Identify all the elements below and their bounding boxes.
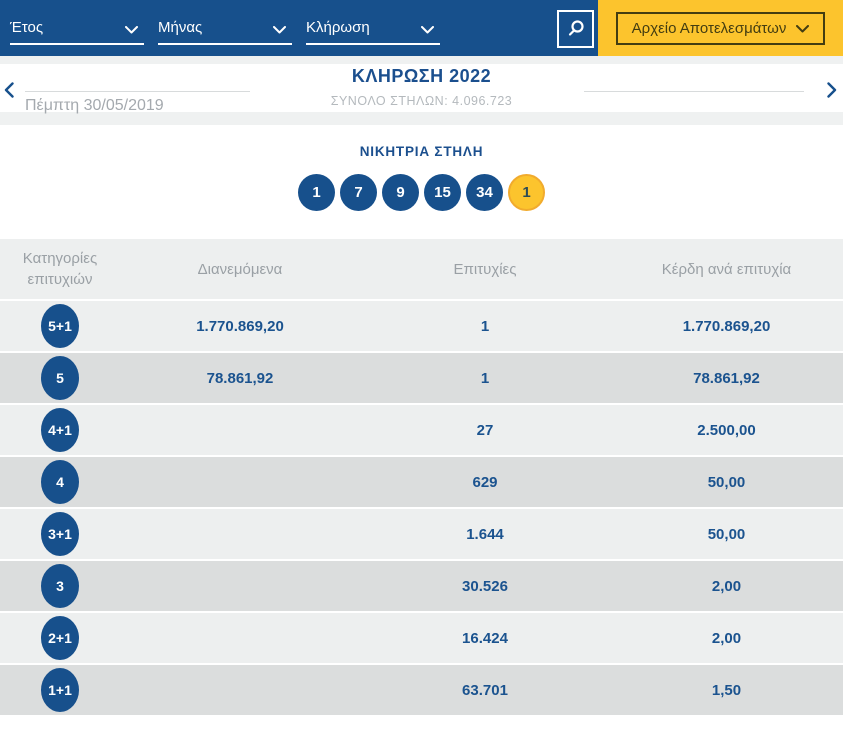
total-columns-label: ΣΥΝΟΛΟ ΣΤΗΛΩΝ: 4.096.723 (330, 94, 513, 108)
table-row: 4 629 50,00 (0, 457, 843, 509)
table-row: 1+1 63.701 1,50 (0, 665, 843, 717)
wins-cell: 27 (476, 421, 494, 439)
distributed-cell: 1.770.869,20 (196, 317, 284, 335)
per-win-cell: 1,50 (711, 681, 742, 699)
previous-draw-button[interactable] (2, 80, 16, 103)
per-win-cell: 50,00 (707, 473, 746, 491)
draw-header: Πέμπτη 30/05/2019 ΚΛΗΡΩΣΗ 2022 ΣΥΝΟΛΟ ΣΤ… (0, 56, 843, 125)
category-cell: 3 (0, 564, 120, 608)
per-win-cell: 78.861,92 (693, 369, 760, 387)
column-header-per-win: Κέρδη ανά επιτυχία (661, 260, 792, 278)
chevron-right-icon (827, 82, 837, 101)
column-header-wins: Επιτυχίες (453, 260, 517, 278)
column-header-distributed: Διανεμόμενα (197, 260, 283, 278)
category-cell: 2+1 (0, 616, 120, 660)
magnifier-icon (567, 19, 585, 40)
category-badge: 1+1 (41, 668, 79, 712)
category-cell: 3+1 (0, 512, 120, 556)
distributed-cell: 78.861,92 (206, 369, 274, 387)
year-dropdown[interactable]: Έτος (10, 11, 144, 45)
category-cell: 4+1 (0, 408, 120, 452)
category-cell: 4 (0, 460, 120, 504)
table-row: 4+1 27 2.500,00 (0, 405, 843, 457)
category-badge: 3 (41, 564, 79, 608)
month-dropdown-label: Μήνας (158, 18, 203, 36)
wins-cell: 63.701 (462, 681, 508, 699)
winning-column-title: ΝΙΚΗΤΡΙΑ ΣΤΗΛΗ (359, 144, 484, 159)
divider-line (25, 91, 250, 92)
filter-bar: Έτος Μήνας Κλήρωση Αρχείο Απο (0, 0, 843, 56)
table-row: 5 78.861,92 1 78.861,92 (0, 353, 843, 405)
number-ball: 7 (340, 174, 377, 211)
table-header-row: Κατηγορίες επιτυχιών Διανεμόμενα Επιτυχί… (0, 239, 843, 301)
category-badge: 3+1 (41, 512, 79, 556)
draw-title-block: ΚΛΗΡΩΣΗ 2022 ΣΥΝΟΛΟ ΣΤΗΛΩΝ: 4.096.723 (331, 66, 513, 108)
draw-dropdown[interactable]: Κλήρωση (306, 11, 440, 45)
filter-dropdowns: Έτος Μήνας Κλήρωση (0, 0, 454, 56)
table-row: 3 30.526 2,00 (0, 561, 843, 613)
table-body: 5+1 1.770.869,20 1 1.770.869,20 5 78.861,92 1 7… (0, 301, 843, 717)
number-ball: 1 (298, 174, 335, 211)
winning-column-section: ΝΙΚΗΤΡΙΑ ΣΤΗΛΗ 1 7 9 15 34 1 (0, 125, 843, 239)
category-badge: 2+1 (41, 616, 79, 660)
chevron-down-icon (421, 21, 434, 38)
results-table: Κατηγορίες επιτυχιών Διανεμόμενα Επιτυχί… (0, 239, 843, 717)
category-badge: 4+1 (41, 408, 79, 452)
number-ball: 34 (466, 174, 503, 211)
per-win-cell: 2,00 (711, 577, 742, 595)
per-win-cell: 1.770.869,20 (682, 317, 771, 335)
per-win-cell: 2.500,00 (697, 421, 756, 439)
wins-cell: 1 (480, 317, 490, 335)
table-row: 2+1 16.424 2,00 (0, 613, 843, 665)
chevron-down-icon (125, 21, 138, 38)
wins-cell: 629 (472, 473, 498, 491)
draw-date: Πέμπτη 30/05/2019 (25, 97, 164, 114)
category-badge: 4 (41, 460, 79, 504)
draw-dropdown-label: Κλήρωση (306, 18, 370, 36)
category-cell: 5+1 (0, 304, 120, 348)
results-archive-button[interactable]: Αρχείο Αποτελεσμάτων (615, 11, 826, 45)
category-cell: 1+1 (0, 668, 120, 712)
wins-cell: 1.644 (466, 525, 504, 543)
number-ball: 9 (382, 174, 419, 211)
chevron-left-icon (4, 82, 14, 101)
column-header-categories: Κατηγορίες επιτυχιών (22, 250, 98, 288)
next-draw-button[interactable] (825, 80, 839, 103)
table-row: 3+1 1.644 50,00 (0, 509, 843, 561)
per-win-cell: 2,00 (711, 629, 742, 647)
draw-title: ΚΛΗΡΩΣΗ 2022 (351, 66, 492, 86)
divider-line (584, 91, 804, 92)
wins-cell: 1 (480, 369, 490, 387)
month-dropdown[interactable]: Μήνας (158, 11, 292, 45)
search-button[interactable] (557, 10, 594, 48)
category-cell: 5 (0, 356, 120, 400)
joker-number-ball: 1 (508, 174, 545, 211)
year-dropdown-label: Έτος (10, 18, 44, 36)
chevron-down-icon (273, 21, 286, 38)
wins-cell: 30.526 (462, 577, 508, 595)
chevron-down-icon (796, 20, 810, 37)
table-row: 5+1 1.770.869,20 1 1.770.869,20 (0, 301, 843, 353)
winning-numbers: 1 7 9 15 34 1 (0, 174, 843, 211)
category-badge: 5+1 (41, 304, 79, 348)
category-badge: 5 (41, 356, 79, 400)
archive-panel: Αρχείο Αποτελεσμάτων (598, 0, 843, 56)
wins-cell: 16.424 (462, 629, 508, 647)
results-archive-label: Αρχείο Αποτελεσμάτων (631, 19, 787, 37)
per-win-cell: 50,00 (707, 525, 746, 543)
number-ball: 15 (424, 174, 461, 211)
